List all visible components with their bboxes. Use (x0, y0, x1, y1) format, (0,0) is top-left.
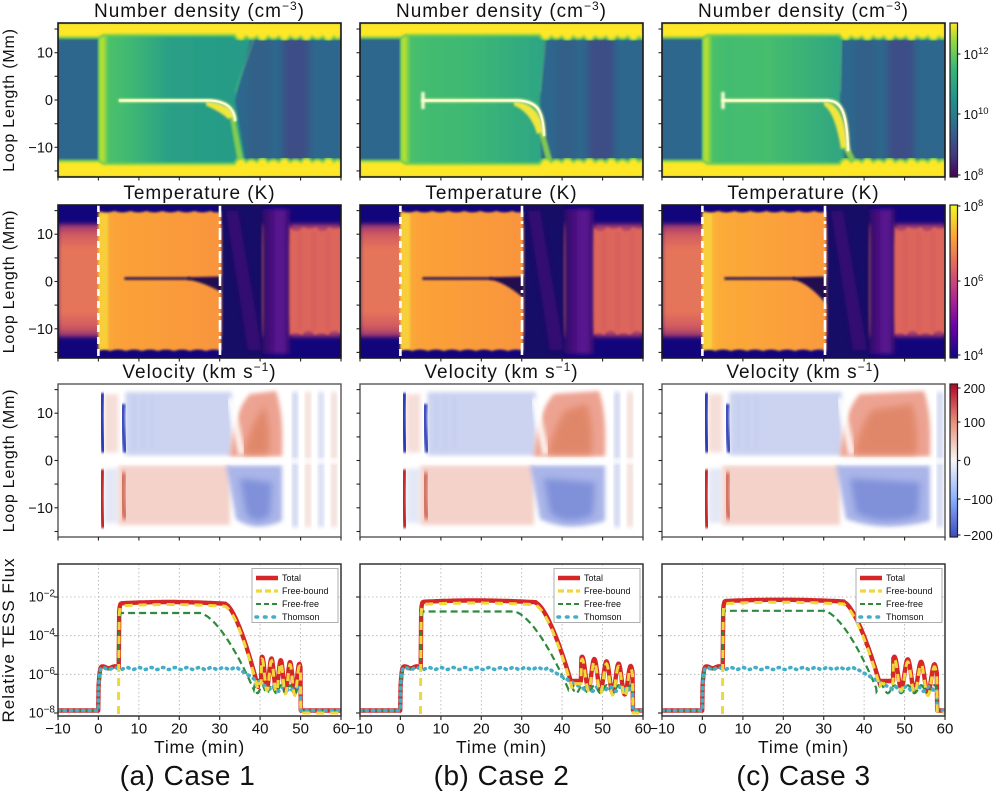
svg-text:40: 40 (554, 721, 571, 738)
svg-text:Free-free: Free-free (886, 599, 923, 609)
svg-text:Loop Length (Mm): Loop Length (Mm) (1, 389, 18, 533)
svg-text:−10: −10 (28, 140, 53, 156)
svg-text:0: 0 (45, 275, 53, 291)
svg-text:50: 50 (292, 721, 309, 738)
svg-text:Free-free: Free-free (282, 599, 319, 609)
svg-text:−200: −200 (964, 528, 993, 543)
svg-text:Velocity (km s−1): Velocity (km s−1) (424, 360, 578, 383)
svg-text:−100: −100 (964, 492, 993, 507)
svg-text:Thomson: Thomson (886, 612, 924, 622)
svg-text:0: 0 (964, 454, 971, 469)
svg-text:Velocity (km s−1): Velocity (km s−1) (726, 360, 880, 383)
svg-text:10: 10 (37, 406, 53, 422)
svg-text:0: 0 (45, 454, 53, 470)
svg-text:40: 40 (252, 721, 269, 738)
svg-text:Free-bound: Free-bound (282, 586, 329, 596)
svg-text:−10: −10 (28, 322, 53, 338)
svg-text:Total: Total (282, 573, 301, 583)
svg-text:Number density (cm−3): Number density (cm−3) (396, 0, 607, 22)
svg-text:Temperature (K): Temperature (K) (123, 183, 275, 204)
svg-text:50: 50 (594, 721, 611, 738)
svg-text:Number density (cm−3): Number density (cm−3) (94, 0, 305, 22)
svg-text:10: 10 (433, 721, 450, 738)
svg-text:100: 100 (964, 415, 986, 430)
svg-text:(b) Case 2: (b) Case 2 (434, 760, 570, 791)
svg-text:10: 10 (37, 227, 53, 243)
svg-text:30: 30 (513, 721, 530, 738)
svg-text:Free-bound: Free-bound (886, 586, 933, 596)
svg-text:Temperature (K): Temperature (K) (425, 183, 577, 204)
svg-text:0: 0 (396, 721, 404, 738)
svg-text:Thomson: Thomson (282, 612, 320, 622)
svg-text:20: 20 (775, 721, 792, 738)
svg-text:Time (min): Time (min) (456, 737, 547, 757)
svg-text:30: 30 (211, 721, 228, 738)
svg-text:−10: −10 (28, 501, 53, 517)
svg-text:Relative TESS Flux: Relative TESS Flux (0, 557, 18, 722)
svg-text:60: 60 (635, 721, 652, 738)
svg-text:10: 10 (37, 46, 53, 62)
svg-text:−10: −10 (45, 721, 70, 738)
svg-text:20: 20 (473, 721, 490, 738)
svg-text:(a) Case 1: (a) Case 1 (120, 760, 256, 791)
svg-text:Number density (cm−3): Number density (cm−3) (698, 0, 909, 22)
svg-text:60: 60 (333, 721, 350, 738)
svg-text:30: 30 (815, 721, 832, 738)
svg-text:Temperature (K): Temperature (K) (727, 183, 879, 204)
svg-text:Time (min): Time (min) (758, 737, 849, 757)
svg-text:10: 10 (735, 721, 752, 738)
svg-text:(c) Case 3: (c) Case 3 (736, 760, 870, 791)
svg-text:50: 50 (896, 721, 913, 738)
svg-text:40: 40 (856, 721, 873, 738)
svg-text:−10: −10 (649, 721, 674, 738)
svg-text:Time (min): Time (min) (154, 737, 245, 757)
svg-text:60: 60 (937, 721, 954, 738)
svg-text:Total: Total (584, 573, 603, 583)
svg-text:20: 20 (171, 721, 188, 738)
svg-text:0: 0 (94, 721, 102, 738)
svg-text:Free-free: Free-free (584, 599, 621, 609)
svg-text:Loop Length (Mm): Loop Length (Mm) (1, 28, 18, 172)
svg-text:200: 200 (964, 381, 986, 396)
svg-text:Velocity (km s−1): Velocity (km s−1) (122, 360, 276, 383)
svg-text:Loop Length (Mm): Loop Length (Mm) (1, 210, 18, 354)
svg-text:Free-bound: Free-bound (584, 586, 631, 596)
svg-text:0: 0 (698, 721, 706, 738)
svg-text:−10: −10 (347, 721, 372, 738)
svg-text:Thomson: Thomson (584, 612, 622, 622)
svg-text:10: 10 (131, 721, 148, 738)
svg-text:Total: Total (886, 573, 905, 583)
svg-text:0: 0 (45, 93, 53, 109)
